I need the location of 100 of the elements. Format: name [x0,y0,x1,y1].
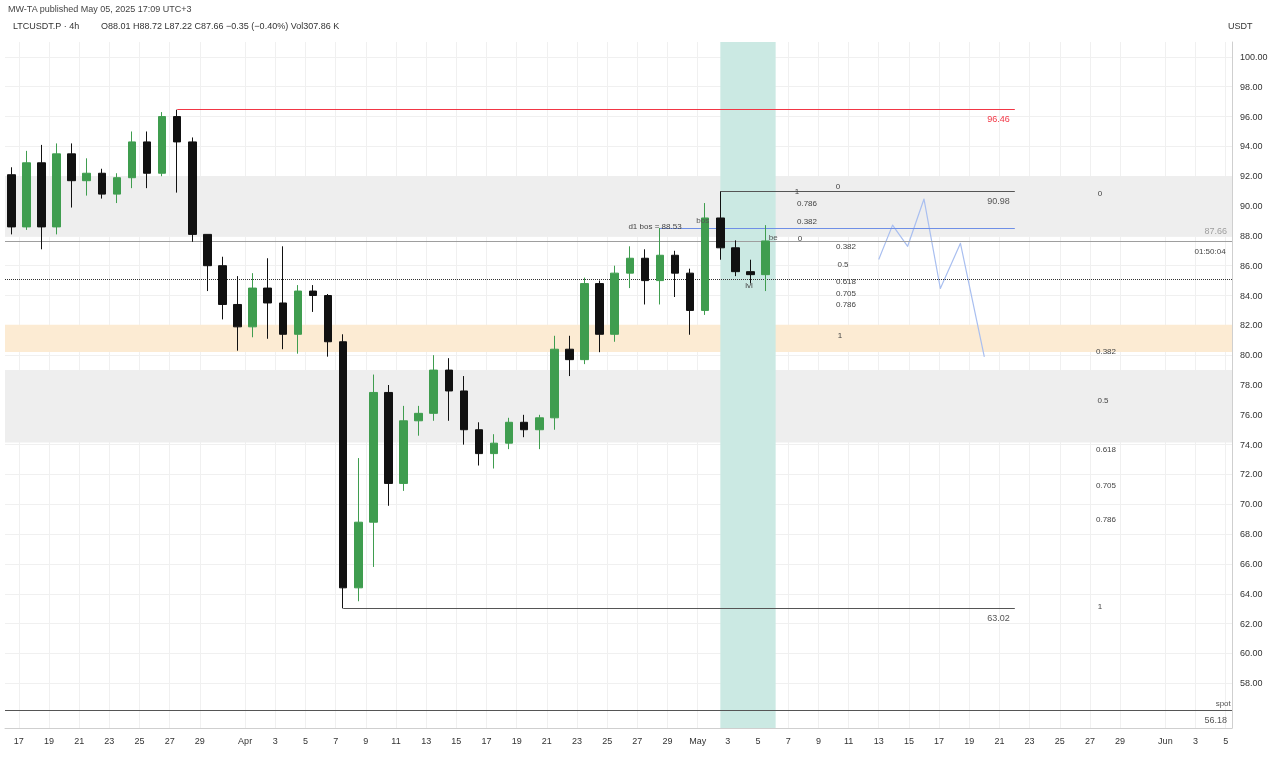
candlestick [7,166,16,235]
x-tick-label: 17 [13,735,24,746]
y-tick-label: 60.00 [1240,648,1263,659]
x-tick-label: 23 [1024,735,1035,746]
y-tick-label: 70.00 [1240,499,1263,510]
x-tick-label: May [689,735,707,746]
annotation: spot [1215,698,1232,708]
annotation: 0.5 [837,259,850,269]
y-tick-label: 92.00 [1240,171,1263,182]
candlestick [354,457,363,602]
y-tick-label: 98.00 [1240,81,1263,92]
x-tick-label: 21 [994,735,1005,746]
candlestick [279,245,287,350]
candlestick [263,257,272,340]
x-tick-label: 29 [1115,735,1126,746]
candlestick [82,157,91,197]
y-tick-label: 94.00 [1240,141,1263,152]
y-tick-label: 66.00 [1240,558,1263,569]
annotation: 0.618 [1095,444,1117,454]
y-tick-label: 78.00 [1240,380,1263,390]
annotation: 0.382 [835,241,857,251]
candlestick [641,248,649,305]
y-tick-label: 80.00 [1240,350,1263,361]
candlestick [520,414,528,438]
y-tick-label: 88.00 [1240,230,1263,241]
x-tick-label: 5 [755,735,761,746]
y-tick-label: 74.00 [1240,439,1263,450]
annotation: 0.382 [1095,346,1117,356]
y-tick-label: 64.00 [1240,588,1263,599]
x-tick-label: 3 [272,735,278,746]
x-tick-label: 11 [843,735,854,746]
ref-line-label: 56.18 [1204,714,1227,725]
candlestick [580,277,589,365]
ref-line-label: 87.66 [1204,226,1227,237]
y-tick-label: 76.00 [1240,409,1263,420]
candlestick [626,245,634,289]
x-tick-label: 9 [363,735,369,746]
text: MW-TA published May 05, 2025 17:09 UTC+3 [8,3,192,14]
candlestick [656,227,664,305]
candlestick [535,414,544,450]
ref-line-label: 96.46 [987,114,1010,125]
x-tick-label: 3 [725,735,731,746]
candlestick [565,335,574,377]
y-tick-label: 62.00 [1240,618,1263,629]
candlestick [67,142,76,209]
y-tick-label: 68.00 [1240,529,1263,540]
x-tick-label: 23 [104,735,115,746]
x-tick-label: 29 [662,735,673,746]
annotation: 1 [794,186,800,196]
candlestick [218,256,227,320]
candlestick [399,405,408,492]
annotation: lvl [745,280,753,290]
y-tick-label: 84.00 [1240,290,1263,301]
candlestick [52,142,61,235]
x-tick-label: 5 [302,735,308,746]
candlestick [339,333,347,609]
x-tick-label: 15 [451,735,462,746]
annotation: 0.618 [835,276,857,286]
candlestick [324,293,332,358]
x-tick-label: 21 [541,735,552,746]
x-tick-label: Apr [238,735,253,746]
annotation: 0.786 [796,198,818,208]
ref-line-label: 63.02 [987,612,1010,623]
x-tick-label: 27 [1084,735,1095,746]
annotation: 0.786 [1095,514,1117,524]
candlestick [98,168,106,200]
candlestick [595,280,604,353]
x-tick-label: 7 [785,735,791,746]
candlestick [746,259,755,285]
candlestick [490,433,498,470]
x-tick-label: 15 [903,735,914,746]
candlestick [761,224,770,292]
candlestick [731,239,740,277]
y-axis-title: USDT [1228,20,1253,31]
x-tick-label: 17 [481,735,492,746]
x-tick-label: 13 [873,735,884,746]
annotation: 0 [835,181,841,191]
candlestick [22,150,31,231]
x-tick-label: 25 [1054,735,1065,746]
annotation: 0.5 [1097,395,1110,405]
annotation: be [768,233,779,243]
candlestick [248,272,257,338]
candlestick [445,357,453,422]
x-tick-label: 9 [815,735,821,746]
y-tick-label: 96.00 [1240,111,1263,122]
y-tick-label: 82.00 [1240,320,1263,331]
x-tick-label: 25 [134,735,145,746]
y-tick-label: 100.00 [1240,51,1268,62]
candlestick [429,354,438,422]
x-tick-label: 19 [511,735,522,746]
candlestick [716,190,725,261]
x-tick-label: 7 [333,735,339,746]
x-tick-label: 11 [391,735,401,746]
y-tick-label: 90.00 [1240,201,1263,212]
candlestick [143,130,151,189]
chart-subtitle: O88.01 H88.72 L87.22 C87.66 −0.35 (−0.40%) Vol307.86 K [101,20,340,31]
candlestick [505,417,513,450]
x-tick-label: 19 [964,735,975,746]
candlestick [309,284,317,313]
x-tick-label: 19 [43,735,55,746]
